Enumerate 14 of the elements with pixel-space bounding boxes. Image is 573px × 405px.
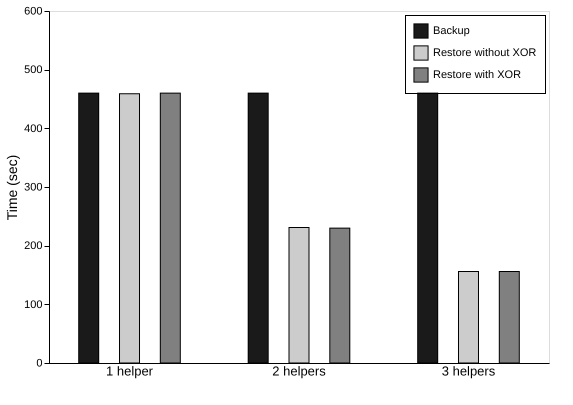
legend-label: Restore without XOR: [433, 47, 536, 59]
y-tick-label: 300: [24, 182, 42, 194]
x-tick-label: 2 helpers: [272, 364, 326, 378]
y-tick-label: 100: [24, 298, 42, 311]
y-tick-label: 0: [36, 358, 42, 370]
x-tick-label: 1 helper: [106, 364, 154, 378]
y-tick-label: 200: [24, 240, 42, 252]
legend-label: Restore with XOR: [433, 69, 522, 81]
y-tick-label: 500: [24, 64, 42, 76]
y-axis-title: Time (sec): [4, 154, 20, 220]
legend-label: Backup: [433, 25, 470, 37]
x-tick-label: 3 helpers: [442, 364, 496, 378]
y-tick-label: 400: [24, 122, 42, 135]
y-tick-label: 600: [24, 6, 42, 18]
